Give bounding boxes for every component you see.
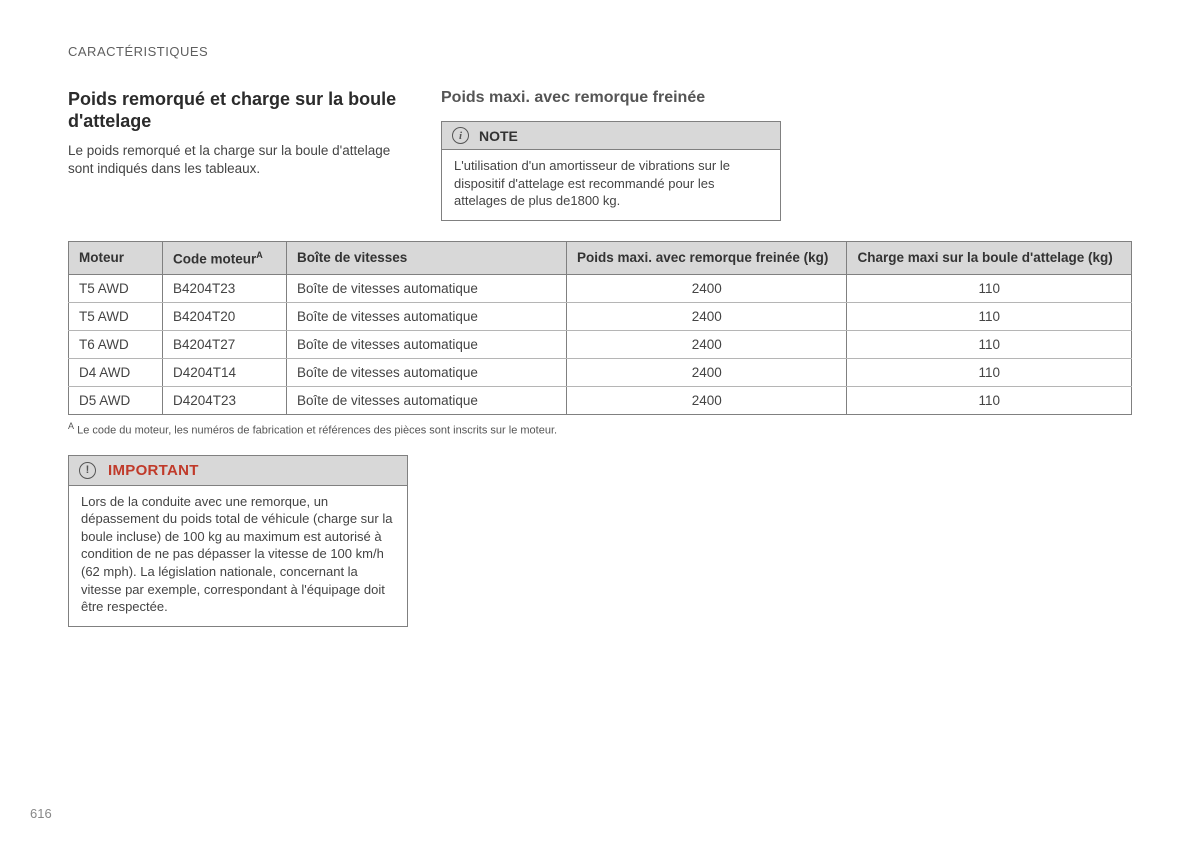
- table-row: T5 AWDB4204T20Boîte de vitesses automati…: [69, 303, 1132, 331]
- footnote-text: Le code du moteur, les numéros de fabric…: [77, 425, 557, 437]
- info-icon: i: [452, 127, 469, 144]
- table-row: D4 AWDD4204T14Boîte de vitesses automati…: [69, 359, 1132, 387]
- table-cell: D4204T23: [163, 387, 287, 415]
- important-body: Lors de la conduite avec une remorque, u…: [69, 486, 407, 626]
- table-cell: Boîte de vitesses automatique: [287, 359, 567, 387]
- table-col-header: Poids maxi. avec remorque freinée (kg): [567, 241, 847, 275]
- table-cell: T6 AWD: [69, 331, 163, 359]
- table-cell: 2400: [567, 303, 847, 331]
- table-cell: 2400: [567, 359, 847, 387]
- header-columns: Poids remorqué et charge sur la boule d'…: [68, 89, 1132, 221]
- table-cell: 110: [847, 275, 1132, 303]
- important-label: IMPORTANT: [108, 462, 199, 479]
- table-cell: T5 AWD: [69, 303, 163, 331]
- table-cell: Boîte de vitesses automatique: [287, 387, 567, 415]
- note-body: L'utilisation d'un amortisseur de vibrat…: [442, 150, 780, 220]
- page-number: 616: [30, 806, 52, 821]
- footnote-marker: A: [68, 421, 74, 431]
- table-cell: D5 AWD: [69, 387, 163, 415]
- table-cell: 2400: [567, 387, 847, 415]
- warning-icon: !: [79, 462, 96, 479]
- table-cell: 2400: [567, 331, 847, 359]
- table-cell: 110: [847, 359, 1132, 387]
- table-row: D5 AWDD4204T23Boîte de vitesses automati…: [69, 387, 1132, 415]
- table-row: T6 AWDB4204T27Boîte de vitesses automati…: [69, 331, 1132, 359]
- table-cell: Boîte de vitesses automatique: [287, 331, 567, 359]
- table-body: T5 AWDB4204T23Boîte de vitesses automati…: [69, 275, 1132, 415]
- table-cell: B4204T23: [163, 275, 287, 303]
- sub-heading: Poids maxi. avec remorque freinée: [441, 89, 1132, 107]
- table-col-header: Moteur: [69, 241, 163, 275]
- table-cell: 2400: [567, 275, 847, 303]
- spec-table: MoteurCode moteurABoîte de vitessesPoids…: [68, 241, 1132, 416]
- table-cell: 110: [847, 387, 1132, 415]
- table-cell: 110: [847, 303, 1132, 331]
- table-cell: T5 AWD: [69, 275, 163, 303]
- table-cell: Boîte de vitesses automatique: [287, 303, 567, 331]
- table-col-header: Code moteurA: [163, 241, 287, 275]
- important-box: ! IMPORTANT Lors de la conduite avec une…: [68, 455, 408, 627]
- table-cell: D4204T14: [163, 359, 287, 387]
- section-label: CARACTÉRISTIQUES: [68, 44, 1132, 59]
- table-header-row: MoteurCode moteurABoîte de vitessesPoids…: [69, 241, 1132, 275]
- table-footnote: A Le code du moteur, les numéros de fabr…: [68, 421, 1132, 437]
- page-title: Poids remorqué et charge sur la boule d'…: [68, 89, 403, 132]
- table-cell: B4204T27: [163, 331, 287, 359]
- table-cell: B4204T20: [163, 303, 287, 331]
- table-cell: 110: [847, 331, 1132, 359]
- table-col-header: Charge maxi sur la boule d'attelage (kg): [847, 241, 1132, 275]
- table-cell: D4 AWD: [69, 359, 163, 387]
- header-superscript: A: [256, 250, 263, 260]
- table-cell: Boîte de vitesses automatique: [287, 275, 567, 303]
- note-label: NOTE: [479, 128, 518, 144]
- intro-text: Le poids remorqué et la charge sur la bo…: [68, 142, 403, 178]
- note-box: i NOTE L'utilisation d'un amortisseur de…: [441, 121, 781, 221]
- table-row: T5 AWDB4204T23Boîte de vitesses automati…: [69, 275, 1132, 303]
- table-col-header: Boîte de vitesses: [287, 241, 567, 275]
